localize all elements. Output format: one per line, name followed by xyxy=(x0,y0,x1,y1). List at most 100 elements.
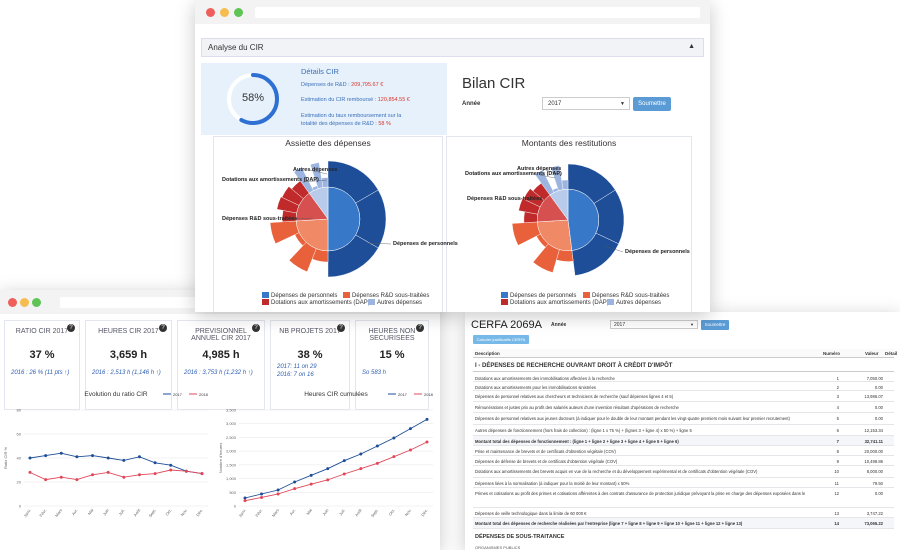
row-description: Dépenses de défense de brevets et de cer… xyxy=(475,459,618,464)
year-select[interactable]: 2017 ▼ xyxy=(542,97,630,110)
row-value: 0.00 xyxy=(874,405,883,410)
legend-item[interactable]: Dépenses R&D sous-traitées xyxy=(343,292,429,299)
pie-inner-slice xyxy=(327,186,361,252)
panel-title: Analyse du CIR xyxy=(208,43,264,52)
help-icon[interactable]: ? xyxy=(252,324,260,332)
submit-button[interactable]: Soumettre xyxy=(633,97,671,111)
legend-item[interactable]: Autres dépenses xyxy=(368,299,422,306)
legend-swatch-subcontracted xyxy=(343,292,350,298)
cir-estimate: Estimation du CIR remboursé : 120,854.55… xyxy=(301,97,410,103)
kpi-value: 4,985 h xyxy=(202,349,240,361)
data-point xyxy=(75,478,79,482)
table-row: Dépenses de personnel relatives aux jeun… xyxy=(473,413,894,425)
bilan-title: Bilan CIR xyxy=(462,75,526,92)
legend-item[interactable]: Dotations aux amortissements (DAP) xyxy=(262,299,370,306)
pie-card-right xyxy=(446,136,692,312)
data-point xyxy=(200,472,204,476)
table-row: Rémunérations et justes prix au profit d… xyxy=(473,402,894,413)
data-point xyxy=(326,467,330,471)
data-point xyxy=(425,440,429,444)
caret-up-icon[interactable]: ▲ xyxy=(688,43,695,50)
table-row: Dotations aux amortissements des immobil… xyxy=(473,373,894,382)
year-select[interactable]: 2017 ▼ xyxy=(610,320,698,329)
table-row: Dotations aux amortissements des brevets… xyxy=(473,466,894,478)
data-point xyxy=(169,468,173,472)
y-tick-label: 500 xyxy=(229,490,236,495)
section-heading: I - DÉPENSES DE RECHERCHE OUVRANT DROIT … xyxy=(473,360,894,372)
data-point xyxy=(408,427,412,431)
row-description: Dépenses de personnel relatives aux jeun… xyxy=(475,416,790,421)
y-tick-label: 1,500 xyxy=(226,462,237,467)
close-window-icon[interactable] xyxy=(206,8,215,17)
help-icon[interactable]: ? xyxy=(416,324,424,332)
kpi-title: PREVISIONNEL ANNUEL CIR 2017 xyxy=(191,328,251,342)
data-point xyxy=(276,492,280,496)
cerfa-submit-button[interactable]: Soumettre xyxy=(701,320,729,330)
table-row: Dépenses de défense de brevets et de cer… xyxy=(473,456,894,466)
row-value: 20,000.00 xyxy=(864,449,883,454)
cerfa-title: CERFA 2069A xyxy=(471,319,542,331)
data-point xyxy=(75,455,79,459)
section-heading: DÉPENSES DE SOUS-TRAITANCE xyxy=(475,534,565,540)
pie1-label-personnel: Dépenses de personnels xyxy=(393,241,458,247)
kpi-title: HEURES CIR 2017 xyxy=(98,328,159,335)
legend-item[interactable]: Dépenses R&D sous-traitées xyxy=(583,292,669,299)
data-point xyxy=(359,467,363,471)
row-number: 5 xyxy=(836,416,839,421)
row-description: Rémunérations et justes prix au profit d… xyxy=(475,405,679,410)
panel-header[interactable]: Analyse du CIR ▲ xyxy=(201,38,704,57)
compute-cerfa-button[interactable]: Calculer justificatifs CERFA xyxy=(473,335,529,344)
y-tick-label: 0 xyxy=(19,504,22,509)
legend-item[interactable]: Autres dépenses xyxy=(607,299,661,306)
data-point xyxy=(169,463,173,467)
data-point xyxy=(122,475,126,479)
minimize-window-icon[interactable] xyxy=(20,298,29,307)
data-point xyxy=(59,475,63,479)
legend-label: 2018 xyxy=(199,392,209,397)
pie-slice xyxy=(269,220,300,244)
help-icon[interactable]: ? xyxy=(337,324,345,332)
row-description: Montant total des dépenses de fonctionne… xyxy=(475,439,679,444)
dashboard-window: RATIO CIR 2017 ? 37 % 2016 : 26 % (11 pt… xyxy=(0,290,440,550)
row-value: 73,065.22 xyxy=(864,521,883,526)
legend-swatch-personnel xyxy=(262,292,269,298)
legend-item[interactable]: Dépenses de personnels xyxy=(262,292,337,299)
pie2-label-other: Autres dépenses xyxy=(517,166,562,172)
row-description: Dotations aux amortissements des immobil… xyxy=(475,376,615,381)
header-description: Description xyxy=(475,351,500,356)
cerfa-window: CERFA 2069A Année 2017 ▼ Soumettre Calcu… xyxy=(465,312,900,550)
help-icon[interactable]: ? xyxy=(159,324,167,332)
rate-estimate-value: 58 % xyxy=(378,121,391,127)
row-number: 12 xyxy=(834,491,839,496)
x-tick-label: Mars xyxy=(271,508,280,518)
row-value: 32,741.11 xyxy=(864,439,883,444)
pie-leader-line xyxy=(604,245,624,253)
legend-item[interactable]: Dotations aux amortissements (DAP) xyxy=(501,299,609,306)
kpi-subtext: 2016: 7 on 16 xyxy=(277,372,314,378)
pie-title-expenses: Assiette des dépenses xyxy=(285,138,371,148)
data-point xyxy=(106,456,110,460)
x-tick-label: Sept. xyxy=(370,508,379,519)
address-bar[interactable] xyxy=(255,7,700,18)
row-value: 10,498.86 xyxy=(864,459,883,464)
cir-analysis-window: Analyse du CIR ▲ 58% Détails CIR Dépense… xyxy=(195,0,710,312)
minimize-window-icon[interactable] xyxy=(220,8,229,17)
row-number: 13 xyxy=(834,511,839,516)
x-tick-label: Févr. xyxy=(254,508,263,518)
legend-label: 2017 xyxy=(398,392,408,397)
y-tick-label: 20 xyxy=(17,480,22,485)
data-point xyxy=(122,458,126,462)
legend-swatch-dap xyxy=(501,299,508,305)
hours-line-chart: Heures CIR cumulées 2017 2018 3,500 3,000 2,5… xyxy=(218,391,434,519)
pie-inner-slice xyxy=(567,188,600,251)
year-select-value: 2017 xyxy=(614,322,626,328)
help-icon[interactable]: ? xyxy=(67,324,75,332)
close-window-icon[interactable] xyxy=(8,298,17,307)
x-tick-label: Nov. xyxy=(180,508,189,517)
data-point xyxy=(91,473,95,477)
x-tick-label: Mars xyxy=(54,508,63,518)
maximize-window-icon[interactable] xyxy=(32,298,41,307)
maximize-window-icon[interactable] xyxy=(234,8,243,17)
kpi-card-unsecured: HEURES NON SECURISEES ? 15 % So 583 h xyxy=(355,320,429,410)
legend-item[interactable]: Dépenses de personnels xyxy=(501,292,576,299)
